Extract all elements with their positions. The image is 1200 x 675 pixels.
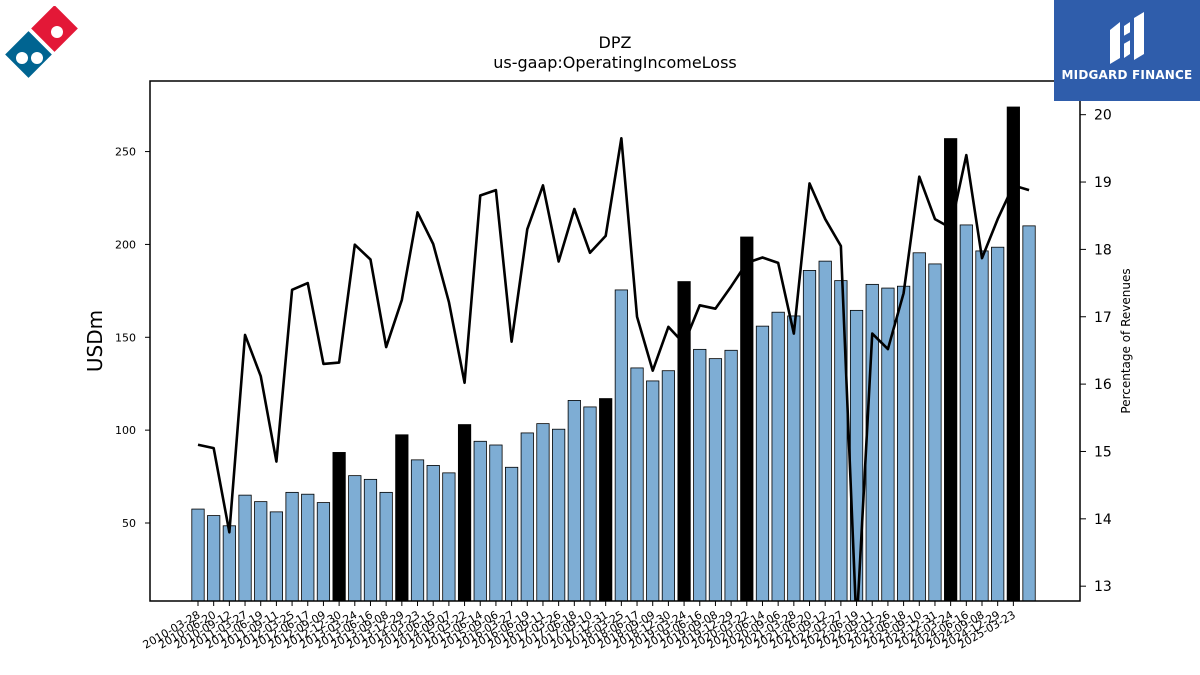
y2-tick-label: 13: [1094, 579, 1112, 595]
y-tick-label: 150: [115, 331, 136, 344]
bar: [740, 236, 754, 602]
bar: [285, 491, 299, 602]
bar: [991, 246, 1005, 602]
bar: [614, 289, 628, 602]
bar: [646, 380, 660, 602]
y2-axis-label: Percentage of Revenues: [1119, 268, 1133, 413]
bar: [928, 263, 942, 602]
bar: [457, 424, 472, 602]
bar: [567, 400, 581, 602]
y-axis: 50 100 150 200 250: [115, 146, 150, 530]
bar: [238, 494, 252, 602]
bar: [269, 511, 284, 602]
bar: [520, 432, 534, 602]
bar: [442, 472, 456, 602]
bar: [1006, 106, 1020, 602]
y2-tick-label: 16: [1094, 377, 1112, 393]
y2-axis: 13 14 15 16 17 18 19 20: [1080, 108, 1112, 595]
bar: [818, 260, 832, 602]
percentage-line: [197, 136, 1030, 601]
publisher-name: MIDGARD FINANCE: [1061, 68, 1193, 82]
bar: [771, 311, 785, 602]
y2-tick-label: 15: [1094, 444, 1112, 460]
line-series: [197, 136, 1030, 601]
bar: [222, 525, 236, 602]
y-tick-label: 50: [122, 517, 136, 530]
dominos-logo-icon: [4, 5, 84, 86]
bar: [912, 252, 926, 602]
bar: [348, 475, 362, 602]
bar: [301, 493, 315, 602]
midgard-finance-logo-icon: MIDGARD FINANCE: [1054, 0, 1200, 101]
bar: [802, 270, 817, 602]
bar: [1022, 225, 1036, 602]
bar: [254, 501, 268, 602]
plot-frame: [149, 80, 1081, 602]
bar: [755, 325, 770, 602]
y2-tick-label: 14: [1094, 512, 1112, 528]
y-tick-label: 200: [115, 238, 136, 251]
y2-tick-label: 20: [1094, 108, 1112, 124]
bar: [489, 444, 503, 602]
y-axis-label: USDm: [83, 310, 107, 372]
bar: [865, 283, 879, 602]
chart-subtitle: us-gaap:OperatingIncomeLoss: [493, 53, 737, 72]
chart-title: DPZ: [599, 33, 632, 52]
y2-tick-label: 19: [1094, 175, 1112, 191]
bar: [395, 434, 409, 602]
bar: [552, 428, 566, 602]
bar: [975, 250, 989, 602]
bar: [207, 515, 221, 602]
bar: [504, 466, 519, 602]
bar: [630, 367, 644, 602]
y-tick-label: 100: [115, 424, 136, 437]
bar: [661, 370, 676, 602]
bar: [599, 398, 613, 602]
bar: [363, 478, 378, 602]
bar: [677, 281, 691, 602]
x-axis: 2010-03-282010-06-202010-09-122011-03-27…: [141, 601, 1018, 652]
bar: [332, 452, 346, 602]
bar: [708, 358, 723, 602]
y2-tick-label: 17: [1094, 310, 1112, 326]
bar: [724, 349, 738, 602]
bar: [693, 348, 707, 602]
bar: [191, 508, 205, 602]
bar: [897, 285, 911, 602]
bar: [583, 406, 597, 602]
bar: [316, 502, 331, 602]
bar: [787, 315, 801, 602]
y2-tick-label: 18: [1094, 242, 1112, 258]
bar: [426, 465, 440, 602]
bar: [379, 491, 393, 602]
bar: [410, 459, 425, 602]
bar: [536, 423, 550, 602]
y-tick-label: 250: [115, 146, 136, 159]
bar: [473, 440, 487, 602]
bar: [959, 224, 973, 602]
